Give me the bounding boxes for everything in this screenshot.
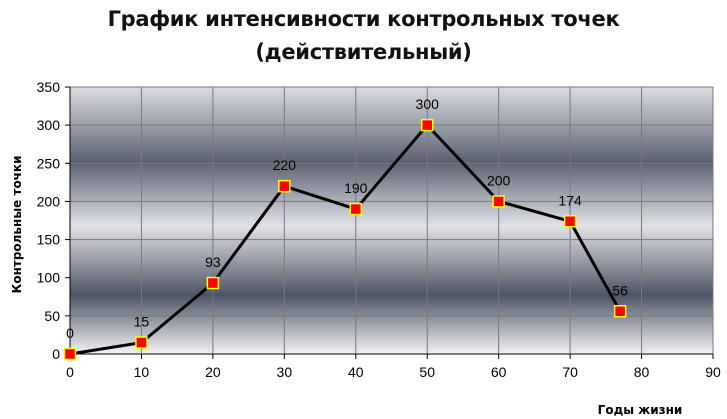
x-tick-label: 90 <box>705 364 721 380</box>
data-label: 200 <box>487 172 511 188</box>
data-point-marker <box>206 276 220 290</box>
data-point-marker <box>420 118 434 132</box>
x-tick-label: 80 <box>634 364 650 380</box>
y-tick-label: 200 <box>37 193 61 209</box>
data-point-marker <box>135 336 148 349</box>
data-labels: 0 15 93 220 190 300 200 174 56 <box>66 96 628 341</box>
data-point-marker <box>613 305 627 318</box>
x-tick-label: 10 <box>134 364 150 380</box>
data-label: 300 <box>416 96 440 112</box>
x-tick-label: 20 <box>205 364 221 380</box>
x-axis-title: Годы жизни <box>598 403 683 417</box>
y-tick-label: 250 <box>37 155 61 171</box>
data-label: 174 <box>558 192 582 208</box>
y-tick-label: 150 <box>37 232 61 248</box>
data-label: 190 <box>344 180 368 196</box>
grid-lines <box>70 86 714 354</box>
x-tick-label: 40 <box>348 364 364 380</box>
x-tick-label: 60 <box>491 364 507 380</box>
y-tick-label: 100 <box>37 270 61 286</box>
series <box>63 118 627 361</box>
x-tick-label: 70 <box>562 364 578 380</box>
data-point-marker <box>349 202 363 216</box>
data-point-marker <box>63 347 77 361</box>
y-tick-label: 50 <box>44 308 60 324</box>
data-label: 220 <box>273 157 297 173</box>
chart-title-line-1: График интенсивности контрольных точек <box>107 7 620 31</box>
data-label: 15 <box>134 314 150 330</box>
y-tick-label: 0 <box>52 346 60 362</box>
chart-title-line-2: (действительный) <box>255 40 472 64</box>
data-label: 93 <box>205 254 221 270</box>
x-tick-label: 30 <box>277 364 293 380</box>
x-tick-label: 0 <box>66 364 74 380</box>
plot-background <box>70 87 713 354</box>
data-point-marker <box>278 179 291 193</box>
data-label: 0 <box>66 325 74 341</box>
y-axis-title: Контрольные точки <box>10 156 24 294</box>
data-label: 56 <box>612 282 628 298</box>
x-tick-label: 50 <box>419 364 435 380</box>
y-tick-label: 350 <box>37 79 61 95</box>
data-point-marker <box>492 195 505 208</box>
data-point-marker <box>563 215 577 228</box>
y-tick-label: 300 <box>37 117 61 133</box>
